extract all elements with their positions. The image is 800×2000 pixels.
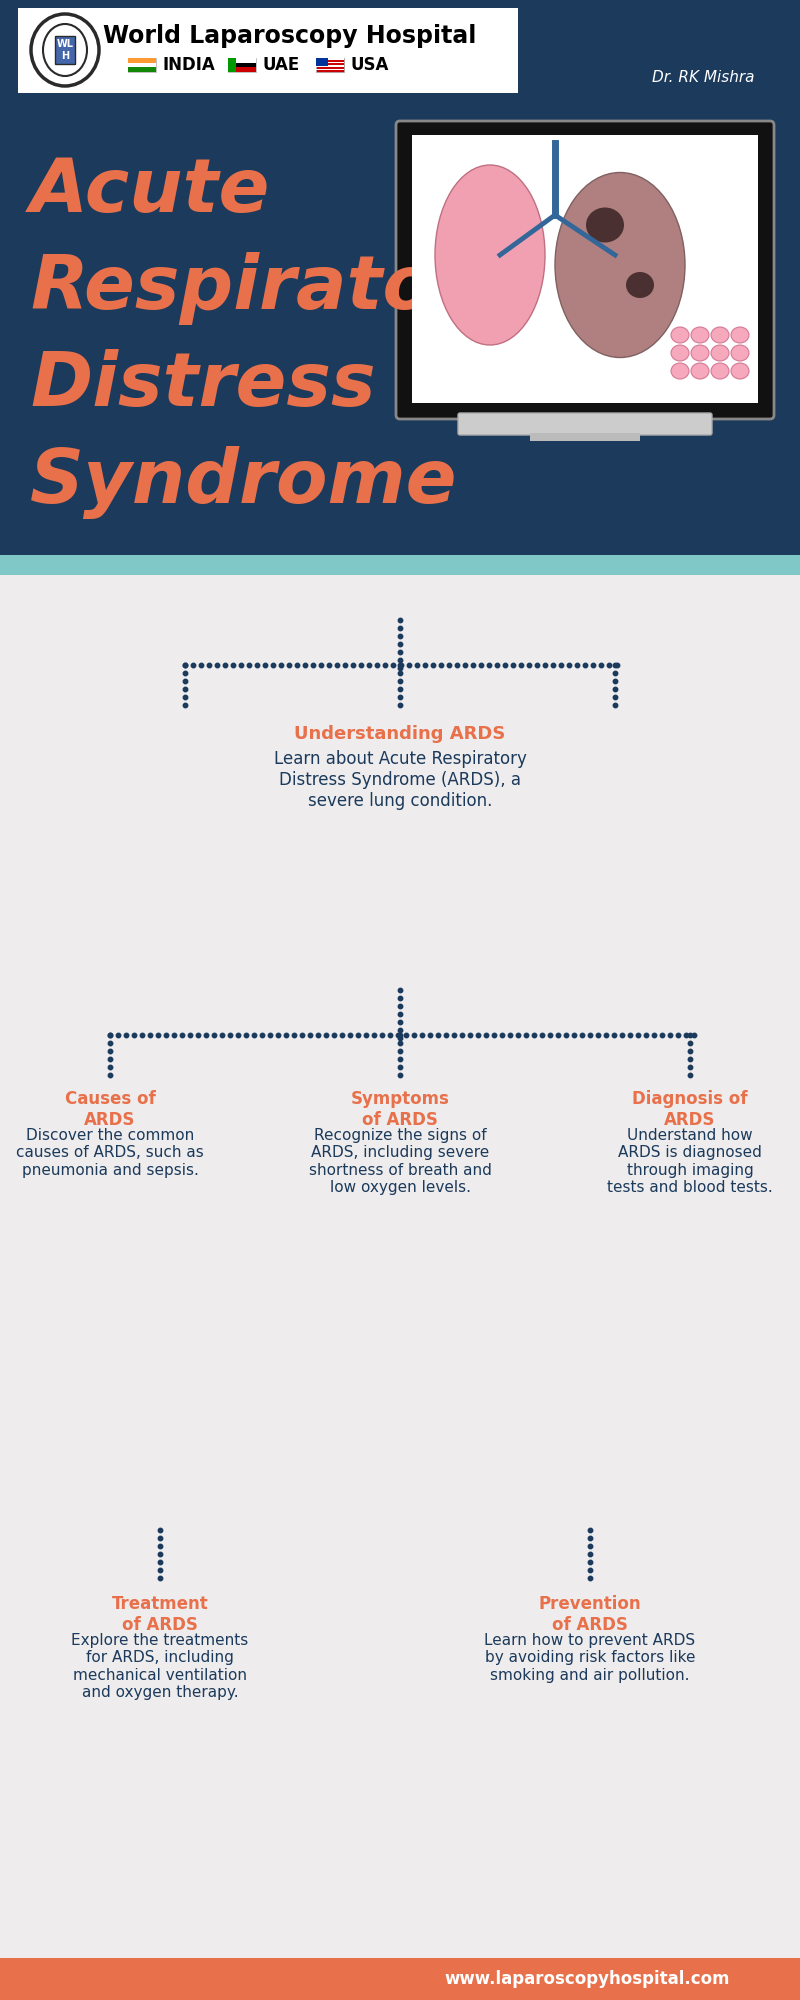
Ellipse shape	[586, 208, 624, 242]
Text: Distress: Distress	[30, 348, 376, 422]
FancyBboxPatch shape	[0, 0, 800, 104]
FancyBboxPatch shape	[55, 36, 75, 64]
Ellipse shape	[671, 364, 689, 380]
Ellipse shape	[711, 364, 729, 380]
Text: WL
H: WL H	[57, 40, 74, 60]
Ellipse shape	[671, 326, 689, 344]
FancyBboxPatch shape	[228, 58, 236, 72]
FancyBboxPatch shape	[236, 62, 256, 66]
FancyBboxPatch shape	[0, 1958, 800, 2000]
Text: World Laparoscopy Hospital: World Laparoscopy Hospital	[103, 24, 477, 48]
Text: Explore the treatments
for ARDS, including
mechanical ventilation
and oxygen the: Explore the treatments for ARDS, includi…	[71, 1632, 249, 1700]
Text: Causes of
ARDS: Causes of ARDS	[65, 1090, 155, 1128]
FancyBboxPatch shape	[128, 58, 156, 72]
Text: Respiratory: Respiratory	[30, 252, 520, 324]
FancyBboxPatch shape	[458, 414, 712, 436]
Ellipse shape	[691, 344, 709, 360]
Ellipse shape	[731, 344, 749, 360]
FancyBboxPatch shape	[316, 58, 328, 66]
Ellipse shape	[691, 326, 709, 344]
Text: USA: USA	[350, 56, 388, 74]
Text: Discover the common
causes of ARDS, such as
pneumonia and sepsis.: Discover the common causes of ARDS, such…	[16, 1128, 204, 1178]
Ellipse shape	[691, 364, 709, 380]
Text: Recognize the signs of
ARDS, including severe
shortness of breath and
low oxygen: Recognize the signs of ARDS, including s…	[309, 1128, 491, 1196]
Text: Diagnosis of
ARDS: Diagnosis of ARDS	[632, 1090, 748, 1128]
Text: Learn about Acute Respiratory
Distress Syndrome (ARDS), a
severe lung condition.: Learn about Acute Respiratory Distress S…	[274, 750, 526, 810]
FancyBboxPatch shape	[128, 62, 156, 66]
FancyBboxPatch shape	[128, 58, 156, 62]
Text: www.laparoscopyhospital.com: www.laparoscopyhospital.com	[445, 1970, 730, 1988]
Ellipse shape	[711, 344, 729, 360]
Text: Understanding ARDS: Understanding ARDS	[294, 724, 506, 742]
Ellipse shape	[626, 272, 654, 298]
Text: Symptoms
of ARDS: Symptoms of ARDS	[350, 1090, 450, 1128]
Text: Learn how to prevent ARDS
by avoiding risk factors like
smoking and air pollutio: Learn how to prevent ARDS by avoiding ri…	[485, 1632, 695, 1682]
Text: Syndrome: Syndrome	[30, 446, 458, 518]
FancyBboxPatch shape	[128, 66, 156, 72]
FancyBboxPatch shape	[236, 58, 256, 62]
Text: INDIA: INDIA	[162, 56, 214, 74]
FancyBboxPatch shape	[18, 8, 518, 92]
FancyBboxPatch shape	[396, 120, 774, 420]
Ellipse shape	[731, 326, 749, 344]
Ellipse shape	[711, 326, 729, 344]
Text: UAE: UAE	[262, 56, 299, 74]
FancyBboxPatch shape	[0, 554, 800, 576]
FancyBboxPatch shape	[412, 136, 758, 404]
FancyBboxPatch shape	[236, 66, 256, 72]
Ellipse shape	[671, 344, 689, 360]
FancyBboxPatch shape	[530, 434, 640, 442]
FancyBboxPatch shape	[0, 104, 800, 554]
Text: Acute: Acute	[30, 156, 270, 228]
FancyBboxPatch shape	[228, 58, 256, 72]
Ellipse shape	[435, 166, 545, 344]
Ellipse shape	[555, 172, 685, 358]
Text: Dr. RK Mishra: Dr. RK Mishra	[653, 70, 755, 86]
Text: Prevention
of ARDS: Prevention of ARDS	[538, 1596, 642, 1634]
Ellipse shape	[731, 364, 749, 380]
Text: Treatment
of ARDS: Treatment of ARDS	[112, 1596, 208, 1634]
FancyBboxPatch shape	[316, 58, 344, 72]
Text: Understand how
ARDS is diagnosed
through imaging
tests and blood tests.: Understand how ARDS is diagnosed through…	[607, 1128, 773, 1196]
